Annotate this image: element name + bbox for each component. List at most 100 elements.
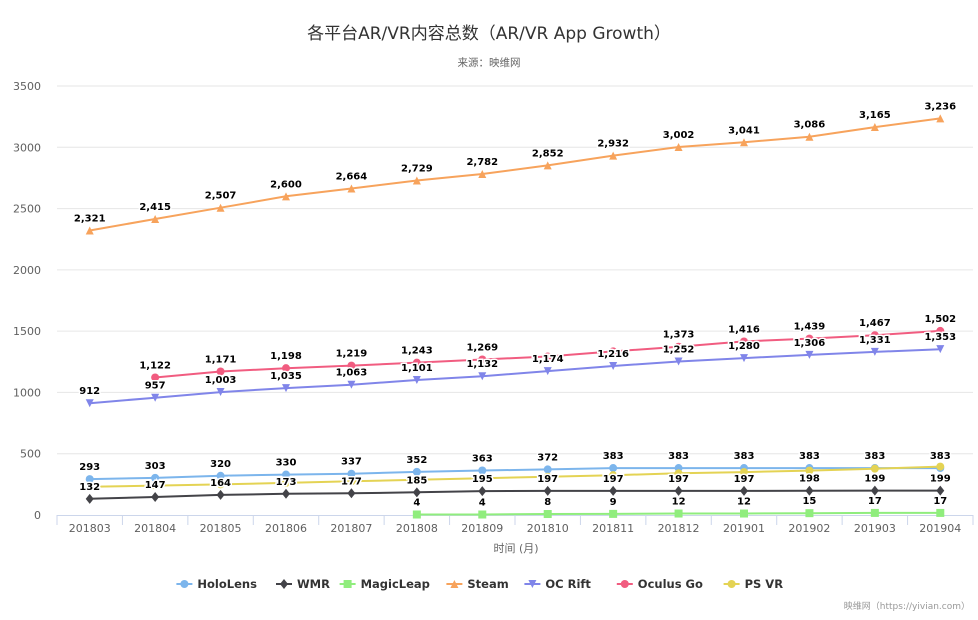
- data-label-hololens: 383: [799, 451, 820, 462]
- x-tick-label: 201902: [788, 522, 830, 535]
- data-point-oc-rift: [478, 372, 487, 381]
- data-point-hololens: [412, 467, 421, 476]
- legend-label[interactable]: OC Rift: [545, 577, 591, 591]
- data-point-oculus-go: [216, 367, 225, 376]
- data-label-steam: 2,507: [205, 191, 237, 202]
- legend-item-ps-vr[interactable]: PS VR: [723, 577, 784, 591]
- data-label-oc-rift: 1,035: [270, 371, 302, 382]
- data-label-wmr: 199: [864, 474, 885, 485]
- data-label-steam: 2,321: [74, 214, 106, 225]
- legend-label[interactable]: WMR: [297, 577, 330, 591]
- legend-item-wmr[interactable]: WMR: [276, 577, 330, 591]
- data-point-oculus-go: [412, 358, 421, 367]
- legend-item-oculus-go[interactable]: Oculus Go: [616, 577, 703, 591]
- legend-label[interactable]: MagicLeap: [361, 577, 430, 591]
- data-point-wmr: [609, 485, 618, 496]
- data-point-wmr: [347, 488, 356, 499]
- data-point-magicleap: [412, 510, 421, 519]
- data-point-oc-rift: [347, 380, 356, 389]
- data-point-ps-vr: [936, 462, 945, 471]
- data-point-steam: [478, 170, 487, 179]
- data-label-magicleap: 15: [802, 496, 816, 507]
- x-tick-label: 201804: [134, 522, 176, 535]
- data-point-oculus-go: [478, 355, 487, 364]
- y-tick-label: 3500: [13, 80, 41, 93]
- data-point-magicleap: [805, 509, 814, 518]
- x-tick-label: 201901: [723, 522, 765, 535]
- data-label-oc-rift: 1,353: [924, 332, 956, 343]
- data-label-oculus-go: 1,373: [663, 330, 695, 341]
- data-point-hololens: [85, 475, 94, 484]
- data-point-steam: [412, 176, 421, 185]
- data-point-wmr: [216, 489, 225, 500]
- data-point-oculus-go: [674, 342, 683, 351]
- legend-item-oc-rift[interactable]: OC Rift: [524, 577, 591, 591]
- data-label-oculus-go: 1,219: [336, 349, 368, 360]
- data-label-steam: 2,664: [336, 171, 368, 182]
- y-tick-label: 3000: [13, 141, 41, 154]
- legend-item-steam[interactable]: Steam: [446, 577, 509, 591]
- data-point-oculus-go: [936, 326, 945, 335]
- data-point-steam: [674, 143, 683, 152]
- x-tick-label: 201805: [200, 522, 242, 535]
- legend-marker: [727, 580, 736, 588]
- data-label-hololens: 293: [79, 462, 100, 473]
- data-label-steam: 2,852: [532, 148, 564, 159]
- data-point-steam: [805, 132, 814, 141]
- data-point-steam: [216, 203, 225, 212]
- legend[interactable]: HoloLens WMR MagicLeap Steam OC Rift Oculus G…: [176, 577, 783, 591]
- legend-item-hololens[interactable]: HoloLens: [176, 577, 257, 591]
- data-label-wmr: 199: [930, 474, 951, 485]
- legend-marker: [343, 580, 352, 588]
- data-point-hololens: [282, 470, 290, 479]
- data-point-magicleap: [740, 509, 748, 518]
- legend-label[interactable]: PS VR: [745, 577, 784, 591]
- data-label-hololens: 383: [734, 451, 755, 462]
- legend-label[interactable]: Steam: [467, 577, 508, 591]
- data-label-steam: 2,600: [270, 179, 302, 190]
- data-label-wmr: 197: [537, 474, 558, 485]
- chart-title: 各平台AR/VR内容总数（AR/VR App Growth）: [307, 24, 671, 44]
- data-label-steam: 2,729: [401, 164, 433, 175]
- series-magicleap: [412, 508, 945, 519]
- legend-item-magicleap[interactable]: MagicLeap: [339, 577, 430, 591]
- data-point-ps-vr: [740, 468, 748, 477]
- data-label-oc-rift: 1,280: [728, 341, 760, 352]
- credit-link[interactable]: 映维网（https://yivian.com）: [844, 600, 970, 612]
- data-point-ps-vr: [151, 481, 160, 490]
- data-label-oculus-go: 1,502: [924, 314, 956, 325]
- data-point-oc-rift: [740, 354, 748, 363]
- x-axis: 201803 201804 201805 201806 201807 201808 2018…: [56, 515, 974, 535]
- x-tick-label: 201807: [330, 522, 372, 535]
- chart-subtitle: 来源：映维网: [458, 56, 521, 69]
- y-axis-ticks: 0 500 1000 1500 2000 2500 3000 3500: [13, 80, 41, 522]
- data-point-oc-rift: [805, 350, 814, 359]
- data-point-ps-vr: [609, 471, 618, 480]
- data-label-steam: 3,086: [794, 120, 826, 131]
- data-label-wmr: 197: [603, 474, 624, 485]
- data-point-wmr: [870, 485, 879, 496]
- data-point-wmr: [478, 486, 487, 497]
- x-tick-label: 201809: [461, 522, 503, 535]
- legend-label[interactable]: HoloLens: [197, 577, 257, 591]
- data-point-steam: [543, 161, 552, 170]
- data-point-wmr: [543, 485, 552, 496]
- x-tick-label: 201810: [527, 522, 569, 535]
- data-label-oculus-go: 1,243: [401, 346, 433, 357]
- data-point-oc-rift: [151, 393, 160, 402]
- legend-label[interactable]: Oculus Go: [638, 577, 703, 591]
- data-point-steam: [609, 151, 618, 160]
- data-label-hololens: 303: [145, 461, 166, 472]
- data-point-wmr: [674, 485, 683, 496]
- data-label-wmr: 164: [210, 478, 231, 489]
- y-tick-label: 2500: [13, 203, 41, 216]
- data-point-steam: [870, 123, 879, 132]
- data-label-oc-rift: 1,306: [794, 338, 826, 349]
- data-label-oc-rift: 1,003: [205, 375, 237, 386]
- data-label-hololens: 320: [210, 459, 231, 470]
- data-point-magicleap: [936, 508, 945, 517]
- data-label-oculus-go: 1,269: [466, 342, 498, 353]
- data-label-oc-rift: 1,252: [663, 345, 695, 356]
- data-label-wmr: 197: [668, 474, 689, 485]
- y-tick-label: 500: [20, 448, 41, 461]
